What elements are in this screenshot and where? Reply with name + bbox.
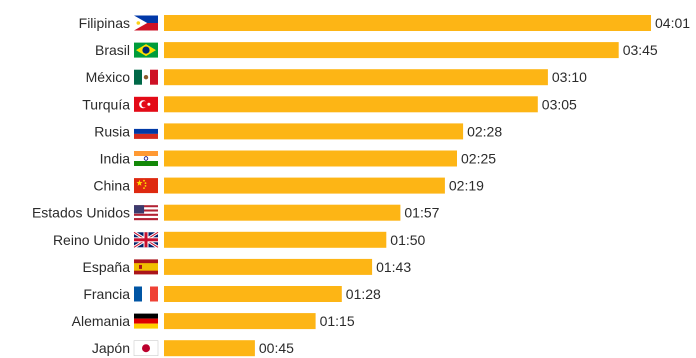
category-label: México xyxy=(86,69,131,85)
category-label: España xyxy=(83,259,131,275)
value-label: 00:45 xyxy=(259,340,294,356)
value-label: 04:01 xyxy=(655,15,690,31)
philippines-flag-icon xyxy=(134,15,158,31)
russia-flag-icon xyxy=(134,123,158,139)
spain-flag-icon xyxy=(134,259,158,275)
bar xyxy=(164,69,548,86)
value-label: 03:10 xyxy=(552,69,587,85)
usa-flag-icon xyxy=(134,205,158,221)
bar xyxy=(164,258,373,275)
france-flag-icon xyxy=(134,286,158,302)
value-label: 01:28 xyxy=(346,286,381,302)
japan-flag-icon xyxy=(133,340,159,357)
category-label: Estados Unidos xyxy=(32,205,130,221)
value-label: 02:19 xyxy=(449,178,484,194)
value-label: 03:45 xyxy=(623,42,658,58)
bar xyxy=(164,313,316,330)
category-label: Francia xyxy=(83,286,130,302)
category-label: Brasil xyxy=(95,42,130,58)
value-label: 01:57 xyxy=(404,205,439,221)
india-flag-icon xyxy=(134,151,158,166)
uk-flag-icon xyxy=(133,231,159,249)
china-flag-icon xyxy=(134,178,158,194)
category-label: Alemania xyxy=(72,313,131,329)
turkey-flag-icon xyxy=(134,96,158,112)
category-label: Japón xyxy=(92,340,130,356)
brazil-flag-icon xyxy=(134,42,158,58)
category-label: China xyxy=(93,178,130,194)
bar xyxy=(164,204,401,221)
value-label: 02:28 xyxy=(467,123,502,139)
mexico-flag-icon xyxy=(134,69,158,85)
category-label: Rusia xyxy=(94,123,130,139)
bar xyxy=(164,42,619,59)
bar xyxy=(164,96,538,113)
value-label: 02:25 xyxy=(461,151,496,167)
bar xyxy=(164,15,651,31)
bar xyxy=(164,150,457,167)
value-label: 01:15 xyxy=(320,313,355,329)
category-label: India xyxy=(100,151,131,167)
category-label: Turquía xyxy=(82,96,130,112)
value-label: 01:43 xyxy=(376,259,411,275)
bar xyxy=(164,231,387,248)
category-label: Reino Unido xyxy=(53,232,130,248)
value-label: 03:05 xyxy=(542,96,577,112)
category-label: Filipinas xyxy=(79,15,130,31)
value-label: 01:50 xyxy=(390,232,425,248)
bar xyxy=(164,123,464,140)
bar xyxy=(164,286,342,302)
bar xyxy=(164,177,445,194)
bar xyxy=(164,340,255,357)
germany-flag-icon xyxy=(134,313,158,329)
